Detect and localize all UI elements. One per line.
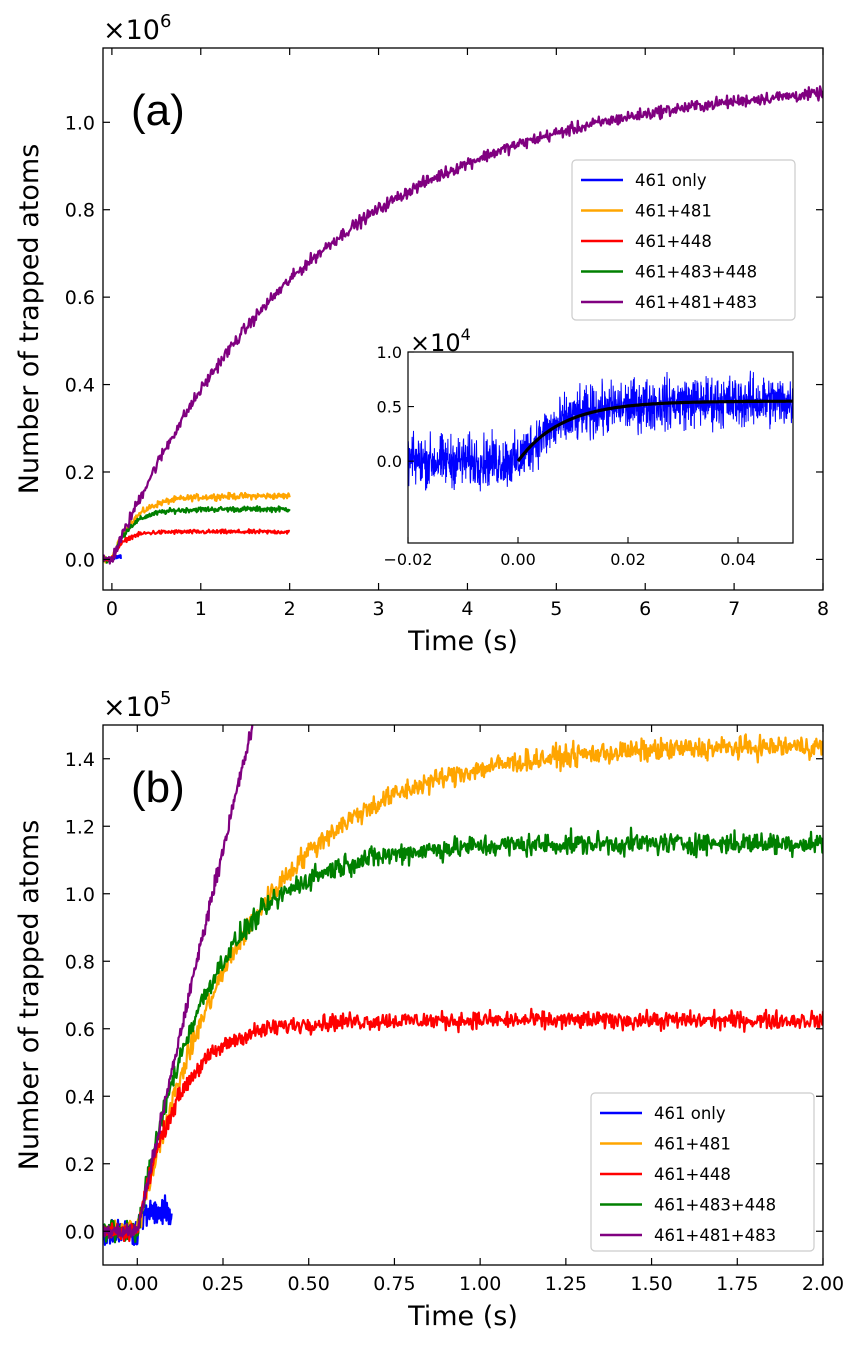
panel-b: 0.00 0.25 0.50 0.75 1.00 1.25 1.50 1.75 2.000.00…: [14, 688, 844, 1332]
legend-label: 461+481+483: [635, 293, 757, 312]
x-tick-label: 5: [550, 598, 562, 620]
series-line-461-448: [103, 528, 291, 562]
panel-label: (b): [131, 763, 185, 812]
x-tick-label: 7: [728, 598, 740, 620]
inset-y-tick-label: 0.5: [377, 398, 402, 417]
plot-area: [103, 725, 823, 1246]
inset-y-tick-label: 1.0: [377, 343, 402, 362]
y-scale-factor: ×106: [103, 11, 171, 46]
x-tick-label: 1.75: [716, 1273, 758, 1295]
y-scale-exponent: 5: [160, 688, 171, 709]
legend-label: 461+483+448: [654, 1196, 776, 1215]
legend-label: 461+483+448: [635, 263, 757, 282]
y-scale-base: ×10: [103, 692, 160, 723]
y-tick-label: 0.6: [65, 287, 95, 309]
legend-label: 461 only: [654, 1104, 726, 1123]
y-tick-label: 1.0: [65, 884, 95, 906]
y-scale-exponent: 6: [160, 11, 171, 32]
x-tick-label: 0.00: [116, 1273, 158, 1295]
x-tick-label: 8: [817, 598, 829, 620]
y-scale-base: ×10: [103, 15, 160, 46]
x-tick-label: 1.00: [459, 1273, 501, 1295]
inset-plot-area: [408, 370, 793, 492]
y-tick-label: 0.6: [65, 1019, 95, 1041]
inset-x-tick-label: 0.02: [610, 550, 646, 569]
y-axis-label: Number of trapped atoms: [14, 820, 45, 1171]
y-tick-label: 1.2: [65, 816, 95, 838]
legend-label: 461+481: [635, 202, 712, 221]
x-tick-label: 0: [106, 598, 118, 620]
y-tick-label: 0.4: [65, 375, 95, 397]
plot-area: [103, 85, 823, 565]
legend-label: 461 only: [635, 171, 707, 190]
legend-label: 461+448: [654, 1165, 731, 1184]
inset-x-tick-label: −0.02: [383, 550, 432, 569]
x-tick-label: 6: [639, 598, 651, 620]
y-tick-label: 0.2: [65, 1154, 95, 1176]
inset-x-tick-label: 0.04: [720, 550, 756, 569]
series-line-461-481-483: [103, 85, 823, 565]
x-tick-label: 0.50: [288, 1273, 330, 1295]
inset-scale-base: ×10: [410, 329, 461, 357]
x-tick-label: 2: [284, 598, 296, 620]
axes-frame: [102, 724, 824, 1266]
series-line-461-481: [103, 733, 823, 1239]
series-line-461-448: [103, 1007, 823, 1243]
y-tick-label: 0.0: [65, 549, 95, 571]
x-tick-label: 0.25: [202, 1273, 244, 1295]
panel-a: 0 1 2 3 4 5 6 7 8 0.0 0.2 0.4 0.6 0.8 1.0 Time (s) Numbe…: [14, 11, 829, 657]
x-tick-label: 1.25: [545, 1273, 587, 1295]
x-tick-label: 2.00: [802, 1273, 844, 1295]
axes-frame: [102, 47, 824, 591]
inset-y-tick-label: 0.0: [377, 452, 402, 471]
legend: 461 only 461+481 461+448 461+483+448 461+481…: [590, 1092, 815, 1252]
legend-box: [590, 1092, 815, 1252]
y-tick-label: 0.0: [65, 1221, 95, 1243]
legend-box: [571, 159, 796, 321]
y-tick-label: 0.4: [65, 1086, 95, 1108]
x-axis-label: Time (s): [407, 1301, 518, 1332]
x-tick-label: 1: [195, 598, 207, 620]
y-tick-label: 0.8: [65, 951, 95, 973]
x-tick-label: 3: [373, 598, 385, 620]
inset-scale-factor: ×104: [410, 325, 471, 357]
y-scale-factor: ×105: [103, 688, 171, 723]
inset-plot: −0.02 0.00 0.02 0.04 0.0 0.5 1.0 ×104: [377, 325, 794, 569]
y-tick-label: 0.8: [65, 200, 95, 222]
panel-label: (a): [131, 86, 185, 135]
y-tick-label: 1.4: [65, 749, 95, 771]
legend-label: 461+481+483: [654, 1226, 776, 1245]
x-axis-label: Time (s): [407, 626, 518, 657]
inset-frame: [407, 351, 794, 544]
series-line-461-481-483: [103, 725, 254, 1240]
x-tick-label: 0.75: [373, 1273, 415, 1295]
inset-x-tick-label: 0.00: [500, 550, 536, 569]
x-tick-label: 1.50: [630, 1273, 672, 1295]
series-line-461-483-448: [103, 505, 291, 564]
legend-label: 461+481: [654, 1135, 731, 1154]
inset-fit-line: [516, 399, 793, 463]
series-line-461-481: [103, 491, 291, 564]
y-tick-label: 0.2: [65, 462, 95, 484]
legend: 461 only 461+481 461+448 461+483+448 461+481…: [571, 159, 796, 321]
inset-scale-exponent: 4: [461, 325, 471, 344]
series-line-461-483-448: [103, 826, 823, 1244]
legend-label: 461+448: [635, 232, 712, 251]
y-axis-label: Number of trapped atoms: [14, 144, 45, 495]
x-tick-label: 4: [461, 598, 473, 620]
y-tick-label: 1.0: [65, 112, 95, 134]
